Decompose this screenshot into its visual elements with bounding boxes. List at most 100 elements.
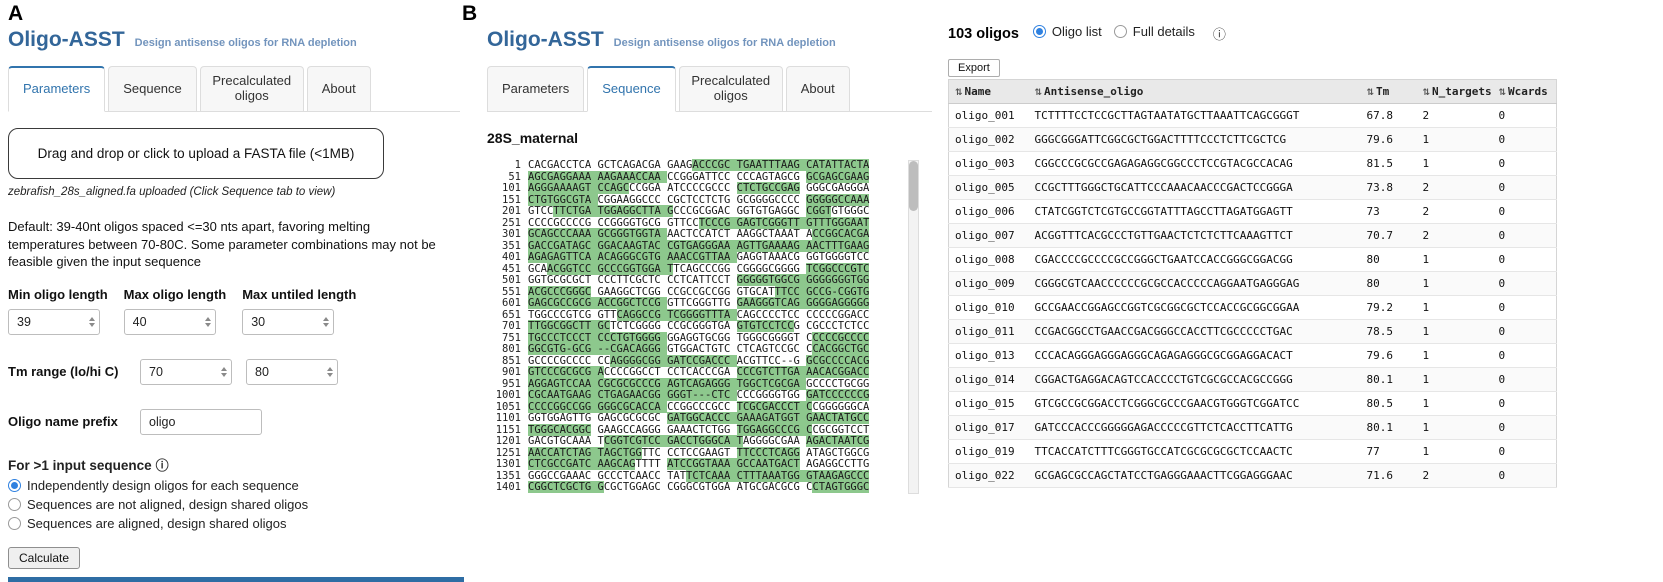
radio-icon[interactable] <box>8 497 21 511</box>
view-mode-option[interactable]: Full details <box>1113 24 1195 39</box>
tab-about[interactable]: About <box>306 66 371 111</box>
param-value-field[interactable] <box>9 309 99 334</box>
param-value-field[interactable] <box>243 309 334 334</box>
app-title: Oligo-ASST <box>487 28 604 51</box>
tm-lo-field[interactable] <box>141 359 231 384</box>
sequence-name: 28S_maternal <box>487 130 579 146</box>
tm-hi-input[interactable] <box>246 358 338 385</box>
tm-hi-field[interactable] <box>247 359 337 384</box>
app-header: Oligo-ASST Design antisense oligos for RN… <box>8 28 460 52</box>
sort-icon[interactable]: ⇅ <box>1034 88 1043 98</box>
table-row[interactable]: oligo_011 CCGACGGCCTGAACCGACGGGCCACCTTCGC… <box>948 319 1557 344</box>
radio-icon[interactable] <box>8 516 21 530</box>
sequence-text: AGGAGTCCAA CGCGCGCCCG AGTCAGAGGG TGGCTCG… <box>528 377 870 390</box>
sequence-line-number: 251 <box>502 216 521 229</box>
stepper-arrows-icon[interactable] <box>323 310 330 334</box>
sequence-line: 1151 TGGGCACGGC GAAGCCAGGG GAAACTCTGG TGG… <box>487 423 919 437</box>
column-header-wcards[interactable]: ⇅ Wcards <box>1492 79 1557 104</box>
table-row[interactable]: oligo_019 TTCACCATCTTTCGGGTGCCATCGCGCGCGC… <box>948 439 1557 464</box>
table-row[interactable]: oligo_001 TCTTTTCCTCCGCTTAGTAATATGCTTAAAT… <box>948 103 1557 128</box>
stepper-arrows-icon[interactable] <box>221 360 227 384</box>
export-button[interactable]: Export <box>948 59 1000 77</box>
tab-sequence[interactable]: Sequence <box>108 66 197 111</box>
number-input[interactable] <box>8 308 100 335</box>
sequence-lines: 1 CACGACCTCA GCTCAGACGA GAAGACCCGC TGAATT… <box>487 159 919 494</box>
cell-tm: 77 <box>1360 439 1417 464</box>
sort-icon[interactable]: ⇅ <box>1422 88 1431 98</box>
sequence-line: 1401 CGGCTCGCTG GCGCTGGAGC CGGGCGTGGA ATG… <box>487 481 919 494</box>
multi-seq-option[interactable]: Independently design oligos for each seq… <box>8 478 460 493</box>
sequence-line-number: 601 <box>502 297 521 309</box>
sequence-line: 401 AGAGAGTTCA ACAGGGCGTG AAACCGTTAA GAGG… <box>487 251 919 264</box>
oligo-table: ⇅ Name ⇅ Antisense_oligo ⇅ Tm ⇅ N_targets ⇅ Wcard… <box>948 79 1557 488</box>
cell-antisense-oligo: CCCACAGGGAGGGAGGGCAGAGAGGGCGCGGAGGACACT <box>1028 343 1361 368</box>
column-label: Tm <box>1376 85 1390 98</box>
sequence-text: AACCATCTAG TAGCTGGTTC CCTCCGAAGT TTCCCTC… <box>528 446 870 459</box>
column-header-n_targets[interactable]: ⇅ N_targets <box>1416 79 1493 104</box>
radio-icon[interactable] <box>1113 25 1127 38</box>
stepper-arrows-icon[interactable] <box>89 310 95 334</box>
table-row[interactable]: oligo_005 CCGCTTTGGGCTGCATTCCCAAACAACCCGA… <box>948 175 1557 200</box>
sort-icon[interactable]: ⇅ <box>1498 88 1507 98</box>
table-row[interactable]: oligo_003 CGGCCCGCGCCGAGAGAGGCGGCCCTCCGTA… <box>948 151 1557 176</box>
radio-label: Sequences are aligned, design shared oli… <box>27 515 287 531</box>
cell-antisense-oligo: CGACCCCGCCCCGCCGGGCTGAATCCACCGGGCGGACGG <box>1028 247 1361 272</box>
cell-antisense-oligo: CCGACGGCCTGAACCGACGGGCCACCTTCGCCCCCTGAC <box>1028 319 1361 344</box>
cell-wcards: 0 <box>1492 415 1557 440</box>
table-row[interactable]: oligo_008 CGACCCCGCCCCGCCGGGCTGAATCCACCGG… <box>948 247 1557 272</box>
upload-dropzone[interactable]: Drag and drop or click to upload a FASTA… <box>8 128 384 179</box>
table-row[interactable]: oligo_017 GATCCCACCCGGGGGAGACCCCCGTTCTCAC… <box>948 415 1557 440</box>
scrollbar-thumb[interactable] <box>909 161 918 211</box>
tab-bar-a: Parameters Sequence Precalculated oligos Ab… <box>8 66 460 112</box>
table-row[interactable]: oligo_009 CGGGCGTCAACCCCCCGCGCCACCCCCAGGA… <box>948 271 1557 296</box>
tab-parameters[interactable]: Parameters <box>487 66 585 111</box>
sequence-line-number: 1051 <box>495 400 521 413</box>
param-value-field[interactable] <box>124 309 215 334</box>
sequence-text: ACGCCCGGGC GAAGGCTCGG CCGCCGCCGG GTGCATT… <box>528 285 870 298</box>
multi-seq-option[interactable]: Sequences are aligned, design shared oli… <box>8 516 460 531</box>
sequence-text: TTGGCGGCTT GCTCTCGGGG CCGCGGGTGA GTGTCCT… <box>528 320 870 332</box>
table-row[interactable]: oligo_022 GCGAGCGCCAGCTATCCTGAGGGAAACTTCG… <box>948 463 1557 488</box>
cell-ntargets: 2 <box>1416 175 1493 200</box>
info-icon[interactable]: ⓘ <box>1212 27 1226 42</box>
prefix-field[interactable] <box>140 408 262 435</box>
sort-icon[interactable]: ⇅ <box>1366 88 1375 98</box>
tab-precalculated-oligos[interactable]: Precalculated oligos <box>199 66 304 111</box>
tab-parameters[interactable]: Parameters <box>8 66 106 112</box>
scrollbar[interactable] <box>908 160 919 494</box>
column-header-tm[interactable]: ⇅ Tm <box>1360 79 1417 104</box>
cell-wcards: 0 <box>1492 199 1557 224</box>
table-row[interactable]: oligo_010 GCCGAACCGGAGCCGGTCGCGGCGCTCCACC… <box>948 295 1557 320</box>
multi-seq-option[interactable]: Sequences are not aligned, design shared… <box>8 497 460 512</box>
table-row[interactable]: oligo_013 CCCACAGGGAGGGAGGGCAGAGAGGGCGCGG… <box>948 343 1557 368</box>
sequence-text: CGGCTCGCTG GCGCTGGAGC CGGGCGTGGA ATGCGAC… <box>528 481 870 493</box>
number-input[interactable] <box>123 308 216 335</box>
info-icon[interactable]: ⓘ <box>155 457 169 473</box>
stepper-arrows-icon[interactable] <box>327 360 333 384</box>
radio-icon[interactable] <box>1032 25 1046 38</box>
column-header-name[interactable]: ⇅ Name <box>948 79 1029 104</box>
stepper-arrows-icon[interactable] <box>204 310 211 334</box>
table-row[interactable]: oligo_006 CTATCGGTCTCGTGCCGGTATTTAGCCTTAG… <box>948 199 1557 224</box>
tab-about[interactable]: About <box>785 66 850 111</box>
sequence-text: CGCAATGAAG CTGAGAACGG GGGT---CTC CCCGGGG… <box>528 389 870 401</box>
table-row[interactable]: oligo_015 GTCGCCGCGGACCTCGGGCGCCCGAACGTGG… <box>948 391 1557 416</box>
radio-icon[interactable] <box>8 478 21 492</box>
table-row[interactable]: oligo_007 ACGGTTTCACGCCCTGTTGAACTCTCTCTTC… <box>948 223 1557 248</box>
cell-antisense-oligo: GCCGAACCGGAGCCGGTCGCGGCGCTCCACCGCGGCGGAA <box>1028 295 1361 320</box>
sequence-line-number: 1301 <box>495 458 521 470</box>
panel-a-label: A <box>8 2 24 25</box>
table-row[interactable]: oligo_002 GGGCGGGATTCGGCGCTGGACTTTTCCCTCT… <box>948 127 1557 152</box>
column-header-antisense_oligo[interactable]: ⇅ Antisense_oligo <box>1028 79 1361 104</box>
tab-precalculated-oligos[interactable]: Precalculated oligos <box>678 66 783 111</box>
tab-sequence[interactable]: Sequence <box>587 66 676 112</box>
param-label: Max untiled length <box>242 286 357 302</box>
table-row[interactable]: oligo_014 CGGACTGAGGACAGTCCACCCCTGTCGCGCC… <box>948 367 1557 392</box>
view-mode-option[interactable]: Oligo list <box>1032 24 1102 39</box>
tm-lo-input[interactable] <box>140 358 232 385</box>
number-input[interactable] <box>242 308 335 335</box>
column-label: N_targets <box>1432 85 1492 98</box>
cell-tm: 80.1 <box>1360 415 1417 440</box>
sort-icon[interactable]: ⇅ <box>955 88 963 98</box>
calculate-button[interactable]: Calculate <box>8 546 81 569</box>
